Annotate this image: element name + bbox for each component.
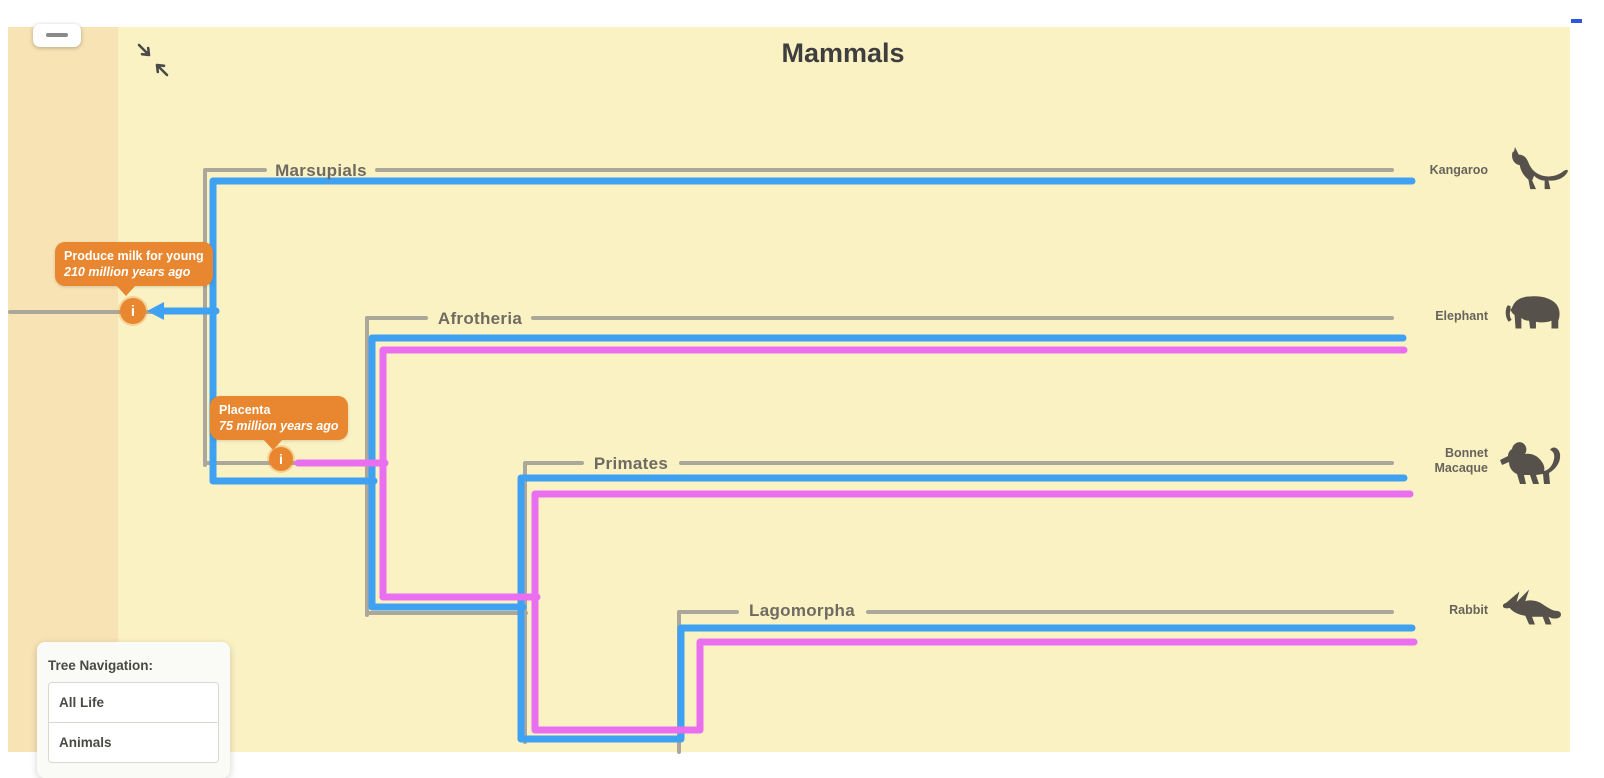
event-title: Produce milk for young bbox=[64, 249, 204, 263]
monkey-icon bbox=[1500, 442, 1561, 484]
species-rabbit[interactable]: Rabbit bbox=[1449, 603, 1488, 617]
minus-icon bbox=[46, 33, 68, 37]
page-title: Mammals bbox=[781, 38, 905, 68]
event-time: 210 million years ago bbox=[64, 265, 191, 279]
event-title: Placenta bbox=[219, 403, 271, 417]
event-tooltip-milk: Produce milk for young 210 million years… bbox=[55, 242, 213, 296]
tree-navigation-panel: Tree Navigation: All Life Animals bbox=[37, 642, 230, 778]
tree-navigation-title: Tree Navigation: bbox=[48, 658, 154, 673]
nav-item-all-life[interactable]: All Life bbox=[49, 683, 218, 723]
event-tooltip-placenta: Placenta 75 million years ago bbox=[210, 396, 348, 450]
event-time: 75 million years ago bbox=[219, 419, 339, 433]
species-bonnet-macaque[interactable]: Bonnet Macaque bbox=[1434, 446, 1489, 475]
clade-label-afrotheria[interactable]: Afrotheria bbox=[437, 309, 523, 328]
tree-navigation-list: All Life Animals bbox=[48, 682, 219, 763]
species-elephant[interactable]: Elephant bbox=[1435, 309, 1488, 323]
rabbit-icon bbox=[1502, 589, 1561, 625]
clade-label-marsupials[interactable]: Marsupials bbox=[275, 161, 367, 180]
nav-item-animals[interactable]: Animals bbox=[59, 735, 112, 750]
clade-label-lagomorpha[interactable]: Lagomorpha bbox=[749, 601, 855, 620]
clade-label-primates[interactable]: Primates bbox=[593, 454, 669, 473]
info-marker-placenta[interactable]: i bbox=[269, 447, 293, 471]
elephant-icon bbox=[1505, 296, 1560, 329]
corner-mark bbox=[1571, 19, 1582, 23]
collapse-arrows-icon[interactable] bbox=[132, 40, 174, 80]
zoom-out-button[interactable] bbox=[33, 24, 81, 47]
tree-canvas[interactable] bbox=[8, 27, 1570, 752]
info-marker-milk[interactable]: i bbox=[120, 298, 146, 324]
left-time-strip bbox=[8, 27, 118, 752]
species-kangaroo[interactable]: Kangaroo bbox=[1429, 163, 1488, 177]
kangaroo-icon bbox=[1512, 146, 1568, 190]
